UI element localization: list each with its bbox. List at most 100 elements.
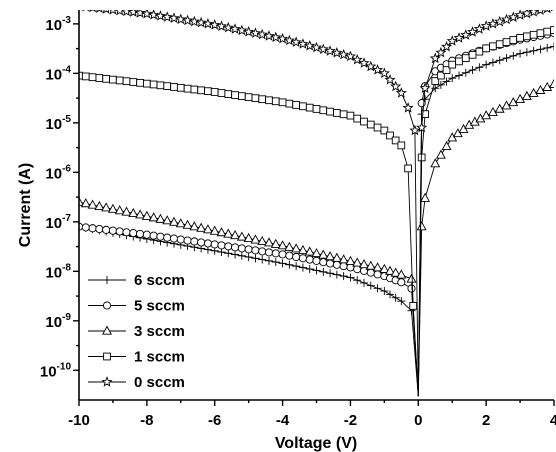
legend-item: 5 sccm <box>88 298 185 315</box>
legend: 6 sccm 5 sccm 3 sccm 1 sccm 0 sccm <box>88 272 185 391</box>
square-marker <box>490 43 497 50</box>
square-marker <box>544 28 551 35</box>
circle-marker <box>136 230 143 237</box>
circle-marker <box>225 243 232 250</box>
star-marker <box>81 2 90 10</box>
square-marker <box>110 76 117 83</box>
plus-marker <box>543 44 551 52</box>
y-tick-label: 10-5 <box>45 114 71 133</box>
series-1-sccm <box>76 27 556 397</box>
square-marker <box>449 61 456 68</box>
plus-marker <box>509 52 517 60</box>
circle-marker <box>252 247 259 254</box>
legend-label: 5 sccm <box>134 298 185 315</box>
y-tick-label: 10-8 <box>45 262 71 281</box>
circle-marker <box>398 279 405 286</box>
plus-marker <box>251 254 259 262</box>
legend-label: 6 sccm <box>134 272 185 289</box>
square-marker <box>340 111 347 118</box>
plus-marker <box>313 266 321 274</box>
circle-marker <box>218 242 225 249</box>
square-marker <box>347 112 354 119</box>
x-tick-label: -4 <box>276 412 290 429</box>
square-marker <box>503 39 510 46</box>
square-marker <box>374 124 381 131</box>
square-marker <box>103 75 110 82</box>
square-marker <box>130 79 137 86</box>
circle-marker <box>103 302 110 309</box>
circle-marker <box>89 225 96 232</box>
x-tick-label: -2 <box>344 412 357 429</box>
y-tick-label: 10-10 <box>40 361 72 380</box>
plus-marker <box>340 272 348 280</box>
plus-marker <box>299 264 307 272</box>
legend-item: 0 sccm <box>88 374 185 391</box>
square-marker <box>96 75 103 82</box>
x-axis-title: Voltage (V) <box>275 435 357 452</box>
axes: -10 -8 -6 -4 -2 0 2 410-310-410-510-610-710-810… <box>40 10 556 429</box>
square-marker <box>462 55 469 62</box>
plus-marker <box>523 48 531 56</box>
legend-item: 6 sccm <box>88 272 185 289</box>
square-marker <box>232 92 239 99</box>
x-tick-label: 2 <box>482 412 490 429</box>
circle-marker <box>170 235 177 242</box>
square-marker <box>218 90 225 97</box>
circle-marker <box>116 228 123 235</box>
square-marker <box>137 79 144 86</box>
star-marker <box>103 377 112 385</box>
x-tick-label: 0 <box>414 412 422 429</box>
square-marker <box>266 97 273 104</box>
circle-marker <box>245 246 252 253</box>
star-marker <box>404 103 413 111</box>
legend-label: 3 sccm <box>134 323 185 340</box>
plus-marker <box>386 290 394 298</box>
circle-marker <box>103 226 110 233</box>
x-tick-label: -8 <box>140 412 153 429</box>
plus-marker <box>103 276 111 284</box>
square-marker <box>469 51 476 58</box>
x-tick-label: -6 <box>208 412 221 429</box>
triangle-marker <box>417 222 425 230</box>
square-marker <box>398 142 405 149</box>
circle-marker <box>265 249 272 256</box>
x-tick-label: 4 <box>550 412 556 429</box>
plus-marker <box>392 294 400 302</box>
square-marker <box>252 95 259 102</box>
legend-label: 1 sccm <box>134 349 185 366</box>
y-tick-label: 10-9 <box>45 312 71 331</box>
star-marker <box>550 2 556 10</box>
square-marker <box>211 89 218 96</box>
plus-marker <box>489 58 497 66</box>
circle-marker <box>272 250 279 257</box>
square-marker <box>333 110 340 117</box>
circle-marker <box>191 238 198 245</box>
square-marker <box>361 118 368 125</box>
square-marker <box>327 108 334 115</box>
square-marker <box>306 104 313 111</box>
square-marker <box>157 82 164 89</box>
square-marker <box>551 27 556 34</box>
square-marker <box>198 87 205 94</box>
plus-marker <box>306 265 314 273</box>
triangle-marker <box>421 194 429 202</box>
plus-marker <box>265 257 273 265</box>
plus-marker <box>279 259 287 267</box>
square-marker <box>259 96 266 103</box>
circle-marker <box>109 227 116 234</box>
plus-marker <box>285 261 293 269</box>
circle-marker <box>143 231 150 238</box>
star-marker <box>102 4 111 12</box>
square-marker <box>82 73 89 80</box>
square-marker <box>530 31 537 38</box>
plus-marker <box>272 258 280 266</box>
plus-marker <box>231 251 239 259</box>
star-marker <box>88 3 97 11</box>
triangle-marker <box>431 159 439 167</box>
square-marker <box>238 93 245 100</box>
circle-marker <box>123 229 130 236</box>
triangle-marker <box>407 274 415 282</box>
square-marker <box>517 35 524 42</box>
star-marker <box>543 4 552 12</box>
square-marker <box>191 86 198 93</box>
